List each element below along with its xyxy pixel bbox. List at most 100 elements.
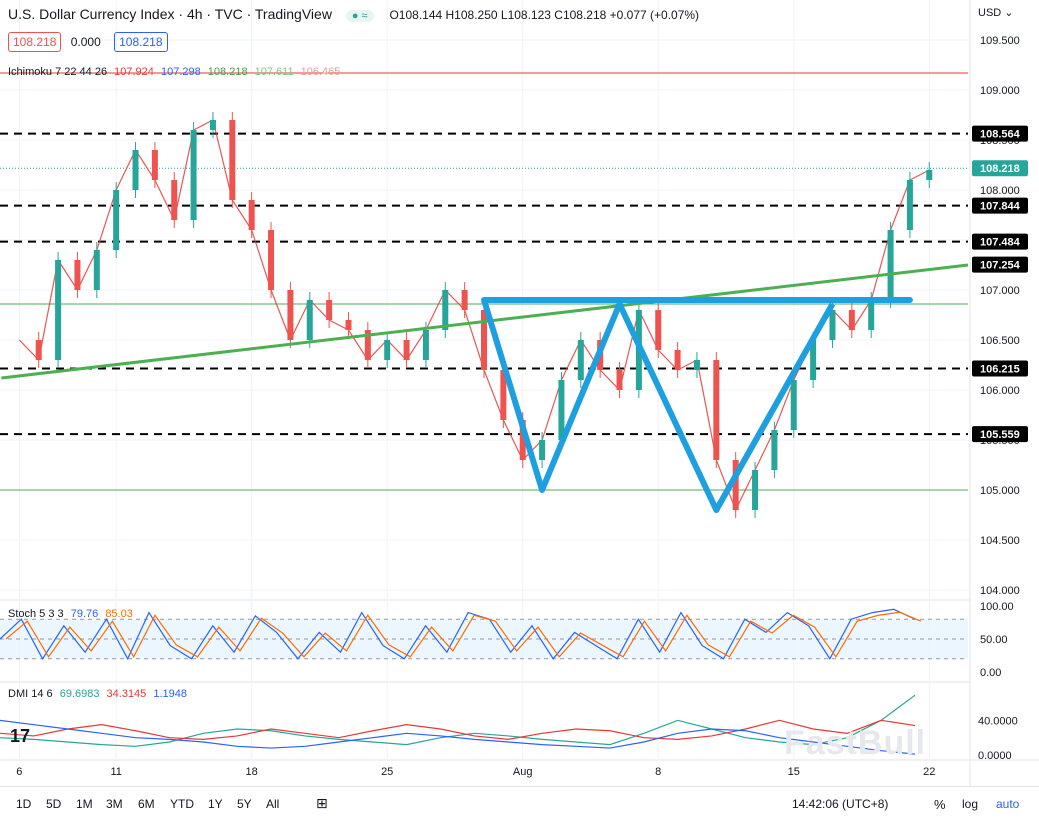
bottom-toolbar: 1D 5D 1M 3M 6M YTD 1Y 5Y All ⊞ 14:42:06 … (0, 786, 1039, 823)
price-level-label: 107.844 (980, 201, 1021, 213)
range-6m[interactable]: 6M (138, 797, 155, 811)
candle (461, 290, 468, 310)
price-level-label-bg (972, 233, 1028, 250)
candle (74, 260, 81, 290)
candle (790, 380, 797, 430)
dmi-adx-line (0, 719, 916, 755)
ichimoku-label: Ichimoku 7 22 44 26 (8, 66, 108, 78)
candle (481, 310, 487, 370)
y-tick-label: 104.000 (980, 585, 1020, 597)
range-5y[interactable]: 5Y (237, 797, 252, 811)
candle (752, 470, 759, 510)
candle (771, 430, 778, 470)
stoch-tick-label: 50.00 (980, 634, 1008, 646)
range-ytd[interactable]: YTD (170, 797, 194, 811)
candle (132, 150, 139, 190)
y-tick-label: 108.000 (980, 185, 1020, 197)
range-3m[interactable]: 3M (106, 797, 123, 811)
price-level-labels: 108.564 108.218 107.844 107.484 107.254 106.2… (972, 125, 1028, 443)
price-level-label-bg (972, 426, 1028, 443)
candle (616, 370, 623, 390)
candle (326, 300, 333, 320)
price-level-label: 107.484 (980, 237, 1021, 249)
y-tick-label: 107.000 (980, 285, 1020, 297)
x-axis: 6 11 18 25 Aug 8 15 22 (16, 766, 935, 778)
x-tick-label: 11 (110, 766, 121, 778)
y-tick-label: 109.000 (980, 85, 1020, 97)
candle (93, 250, 100, 290)
dmi-adx-value: 1.1948 (153, 688, 188, 700)
clock-readout[interactable]: 14:42:06 (UTC+8) (792, 797, 889, 811)
candle (345, 320, 352, 330)
auto-toggle[interactable]: auto (996, 797, 1020, 811)
sell-price-box[interactable]: 108.218 (8, 32, 62, 52)
chart-title: U.S. Dollar Currency Index · 4h · TVC · … (8, 6, 332, 22)
y-tick-label: 106.500 (980, 335, 1020, 347)
candle (209, 120, 216, 130)
candle (539, 440, 546, 460)
ichimoku-v1: 107.924 (114, 66, 154, 78)
range-all[interactable]: All (266, 797, 280, 811)
y-tick-label: 106.000 (980, 385, 1020, 397)
dmi-legend[interactable]: DMI 14 6 69.6983 34.3145 1.1948 (8, 688, 187, 700)
candle (655, 310, 662, 350)
tradingview-logo-icon[interactable]: 17 (10, 726, 31, 746)
stoch-tick-label: 100.00 (980, 601, 1014, 613)
candle (403, 340, 410, 360)
candle (171, 180, 178, 220)
candle (55, 260, 62, 360)
y-tick-label: 104.500 (980, 535, 1020, 547)
ohlc-readout: O108.144 H108.250 L108.123 C108.218 +0.0… (389, 8, 700, 22)
buy-price-box[interactable]: 108.218 (114, 32, 168, 52)
dmi-plus-value: 69.6983 (59, 688, 100, 700)
candle (713, 360, 720, 460)
price-level-label-bg (972, 256, 1028, 273)
stoch-legend[interactable]: Stoch 5 3 3 79.76 85.03 (8, 608, 133, 620)
date-range-icon[interactable]: ⊞ (316, 795, 328, 811)
candle (868, 300, 875, 330)
log-toggle[interactable]: log (962, 797, 979, 811)
currency-selector[interactable]: USD ⌄ (978, 6, 1014, 19)
candle (887, 230, 894, 300)
candle (848, 310, 855, 330)
candle (151, 150, 158, 180)
x-tick-label: Aug (513, 766, 533, 778)
y-tick-label: 109.500 (980, 35, 1020, 47)
dmi-pane: 40.0000 0.0000 (0, 694, 1018, 762)
candle (364, 330, 371, 360)
candle (926, 170, 933, 180)
tenkan-line (18, 119, 930, 512)
candle (442, 290, 449, 330)
candle (248, 200, 255, 230)
ichimoku-v3: 108.218 (207, 66, 248, 78)
currency-label: USD (978, 7, 1002, 19)
trendline (1, 263, 969, 380)
candle (384, 340, 391, 360)
ichimoku-legend[interactable]: Ichimoku 7 22 44 26 107.924 107.298 108.… (8, 66, 340, 78)
dmi-label: DMI 14 6 (8, 688, 53, 700)
price-level-label-bg (972, 125, 1028, 142)
candle (229, 120, 236, 200)
candle (113, 190, 120, 250)
percent-toggle[interactable]: % (934, 797, 946, 812)
candle (577, 340, 584, 380)
price-level-label: 108.218 (980, 163, 1020, 175)
price-level-label: 107.254 (980, 260, 1021, 272)
range-5d[interactable]: 5D (46, 797, 62, 811)
x-tick-label: 25 (381, 766, 393, 778)
compare-badge[interactable]: ● ≈ (345, 10, 374, 22)
range-1y[interactable]: 1Y (208, 797, 223, 811)
price-chart[interactable]: 109.500109.000108.500108.000107.500107.0… (0, 0, 1039, 786)
ascending-trendline (1, 263, 969, 380)
candle (558, 380, 565, 440)
double-bottom-pattern (481, 297, 913, 513)
candle (810, 340, 817, 380)
candle (35, 340, 42, 360)
range-1d[interactable]: 1D (16, 797, 32, 811)
candle (829, 310, 836, 340)
candle (693, 360, 700, 370)
range-1m[interactable]: 1M (76, 797, 93, 811)
price-level-label-bg (972, 360, 1028, 377)
dmi-tick-label: 40.0000 (978, 715, 1018, 727)
chevron-down-icon: ⌄ (1004, 7, 1014, 19)
